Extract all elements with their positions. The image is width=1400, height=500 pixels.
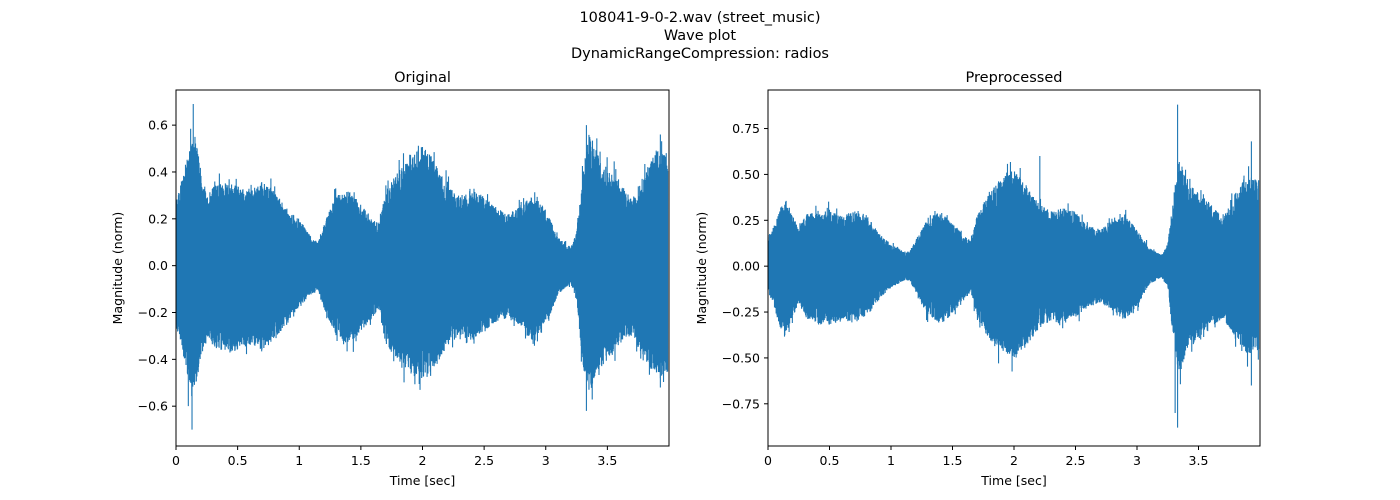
x-tick-label: 3.5 (1189, 453, 1209, 468)
x-tick-label: 0.5 (228, 453, 248, 468)
x-tick-label: 2.5 (1066, 453, 1086, 468)
x-tick-label: 1 (887, 453, 895, 468)
y-tick-label: −0.2 (138, 305, 168, 320)
y-tick-label: 0.0 (148, 258, 168, 273)
x-tick-label: 2.5 (474, 453, 494, 468)
y-tick-label: 0.00 (732, 259, 760, 274)
y-tick-label: −0.25 (722, 305, 760, 320)
y-tick-label: 0.25 (732, 213, 760, 228)
x-tick-label: 0.5 (820, 453, 840, 468)
y-tick-label: 0.75 (732, 121, 760, 136)
y-axis-label: Magnitude (norm) (694, 212, 709, 325)
y-tick-label: 0.4 (148, 164, 168, 179)
x-tick-label: 3.5 (597, 453, 617, 468)
x-tick-label: 0 (172, 453, 180, 468)
waveform-series (176, 104, 669, 430)
x-axis-label: Time [sec] (389, 473, 455, 488)
axes-original: 0 0.5 1 1.5 2 2.5 3 3.5 0.6 0.4 0.2 0.0 −0.2 −0.4 −0.6… (110, 70, 670, 488)
axes-preprocessed: 0 0.5 1 1.5 2 2.5 3 3.5 0.75 0.50 0.25 0.00 −0.25 −0.… (694, 70, 1261, 488)
y-tick-label: 0.2 (148, 211, 168, 226)
y-tick-label: −0.75 (722, 396, 760, 411)
y-tick-label: 0.50 (732, 167, 760, 182)
y-axis-label: Magnitude (norm) (110, 212, 125, 325)
figure-title-line-1: 108041-9-0-2.wav (street_music) (579, 10, 820, 26)
waveform-series (768, 104, 1260, 428)
figure-title-line-2: Wave plot (664, 28, 737, 44)
x-tick-label: 0 (764, 453, 772, 468)
y-tick-label: 0.6 (148, 118, 168, 133)
y-tick-label: −0.4 (138, 352, 168, 367)
axes-title: Preprocessed (966, 70, 1063, 86)
y-tick-label: −0.6 (138, 399, 168, 414)
figure-title-line-3: DynamicRangeCompression: radios (571, 46, 829, 62)
x-tick-label: 1.5 (351, 453, 371, 468)
x-tick-label: 3 (542, 453, 550, 468)
x-tick-label: 1 (295, 453, 303, 468)
x-tick-label: 2 (1010, 453, 1018, 468)
x-tick-label: 1.5 (943, 453, 963, 468)
axes-title: Original (394, 70, 451, 86)
x-tick-label: 2 (419, 453, 427, 468)
x-axis-label: Time [sec] (980, 473, 1046, 488)
y-tick-label: −0.50 (722, 350, 760, 365)
x-tick-label: 3 (1133, 453, 1141, 468)
